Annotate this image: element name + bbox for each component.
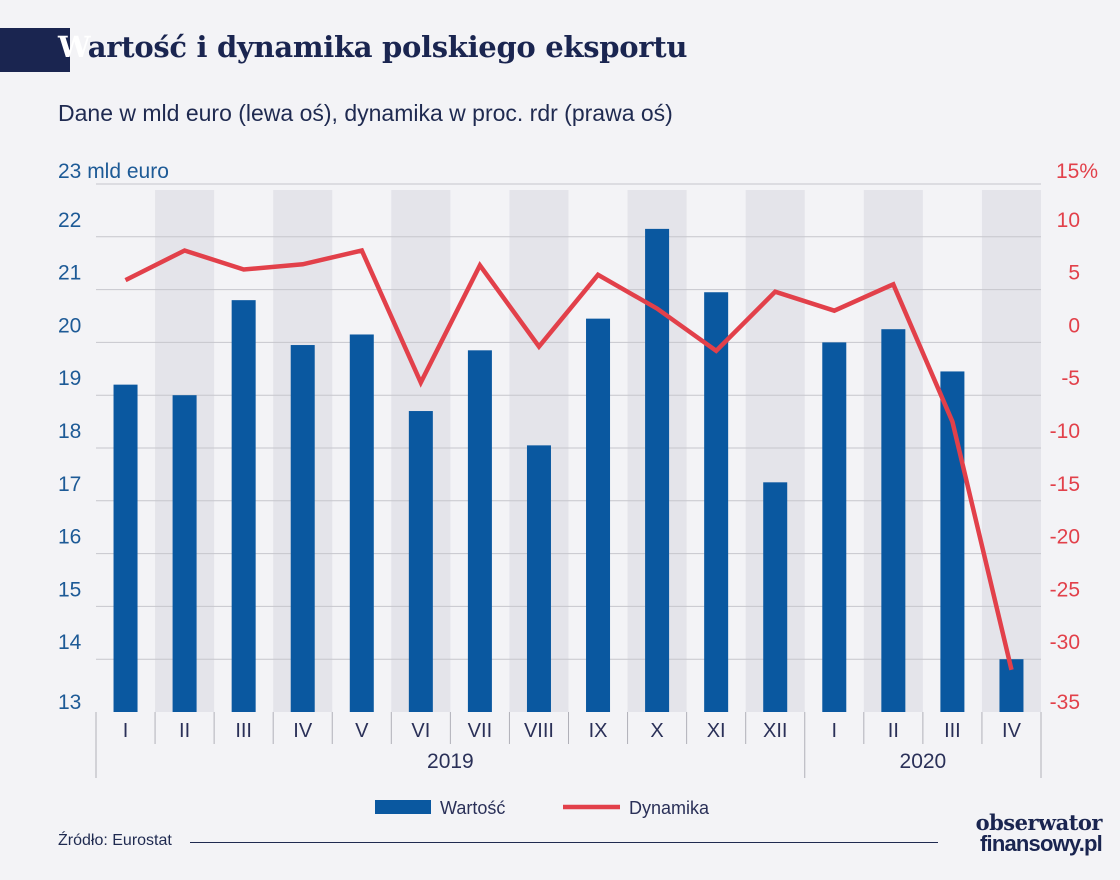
bar-VI xyxy=(408,411,433,712)
bar-I xyxy=(113,384,138,712)
left-tick-label: 20 xyxy=(58,314,81,337)
category-label: XII xyxy=(763,720,787,742)
category-label: XI xyxy=(707,720,726,742)
title-first-letter: W xyxy=(58,30,88,64)
category-label: VIII xyxy=(524,720,554,742)
source-note: Źródło: Eurostat xyxy=(58,832,172,849)
left-axis-unit: 23 mld euro xyxy=(58,160,169,183)
right-tick-label: 10 xyxy=(1057,209,1080,232)
bar-XII xyxy=(763,482,788,712)
bar-IV xyxy=(290,345,315,712)
title-rest: artość i dynamika polskiego eksportu xyxy=(87,30,688,64)
legend-swatch-bar xyxy=(375,800,431,814)
category-label: IV xyxy=(1002,720,1022,742)
chart-subtitle: Dane w mld euro (lewa oś), dynamika w pr… xyxy=(58,100,673,126)
bar-XI xyxy=(704,292,729,712)
left-tick-label: 22 xyxy=(58,209,81,232)
right-axis-unit: 15% xyxy=(1056,160,1098,183)
right-tick-label: 0 xyxy=(1068,314,1080,337)
left-tick-label: 19 xyxy=(58,367,81,390)
category-label: II xyxy=(888,720,899,742)
logo-line2: finansowy.pl xyxy=(979,831,1103,856)
year-label: 2020 xyxy=(900,750,947,773)
category-label: I xyxy=(832,720,838,742)
bar-II xyxy=(881,329,906,712)
right-tick-label: -30 xyxy=(1050,631,1080,654)
right-tick-label: -15 xyxy=(1050,473,1080,496)
bar-VIII xyxy=(526,445,551,712)
column-shade xyxy=(981,190,1041,712)
right-tick-label: -5 xyxy=(1061,367,1080,390)
publisher-logo: obserwator finansowy.pl xyxy=(952,810,1103,856)
right-tick-label: -25 xyxy=(1050,578,1080,601)
title-accent-bar xyxy=(0,28,70,72)
dynamika-line xyxy=(124,247,1014,671)
category-label: III xyxy=(235,720,252,742)
category-label: VII xyxy=(468,720,492,742)
bar-VII xyxy=(467,350,492,712)
category-label: II xyxy=(179,720,190,742)
left-tick-label: 14 xyxy=(58,631,82,654)
bar-II xyxy=(172,395,197,712)
chart-title: Wartość i dynamika polskiego eksportu xyxy=(58,30,687,64)
bar-V xyxy=(349,334,374,712)
legend-label-bar: Wartość xyxy=(440,798,505,818)
logo-line1: obserwator xyxy=(975,810,1103,835)
left-tick-label: 15 xyxy=(58,578,81,601)
left-tick-label: 21 xyxy=(58,262,81,285)
bar-IX xyxy=(586,318,611,712)
source-divider xyxy=(190,842,938,843)
category-label: VI xyxy=(411,720,430,742)
bar-III xyxy=(231,300,256,712)
category-label: X xyxy=(650,720,663,742)
right-tick-label: -20 xyxy=(1050,526,1080,549)
right-tick-label: -10 xyxy=(1050,420,1080,443)
right-tick-label: 5 xyxy=(1068,262,1080,285)
right-tick-label: -35 xyxy=(1050,691,1080,714)
left-tick-label: 17 xyxy=(58,473,81,496)
category-label: IV xyxy=(293,720,313,742)
legend-label-line: Dynamika xyxy=(629,798,710,818)
category-label: I xyxy=(123,720,129,742)
year-label: 2019 xyxy=(427,750,474,773)
left-tick-label: 16 xyxy=(58,526,81,549)
left-tick-label: 18 xyxy=(58,420,81,443)
left-tick-label: 13 xyxy=(58,691,81,714)
category-label: III xyxy=(944,720,961,742)
bar-I xyxy=(822,342,847,712)
category-label: IX xyxy=(589,720,608,742)
category-label: V xyxy=(355,720,369,742)
